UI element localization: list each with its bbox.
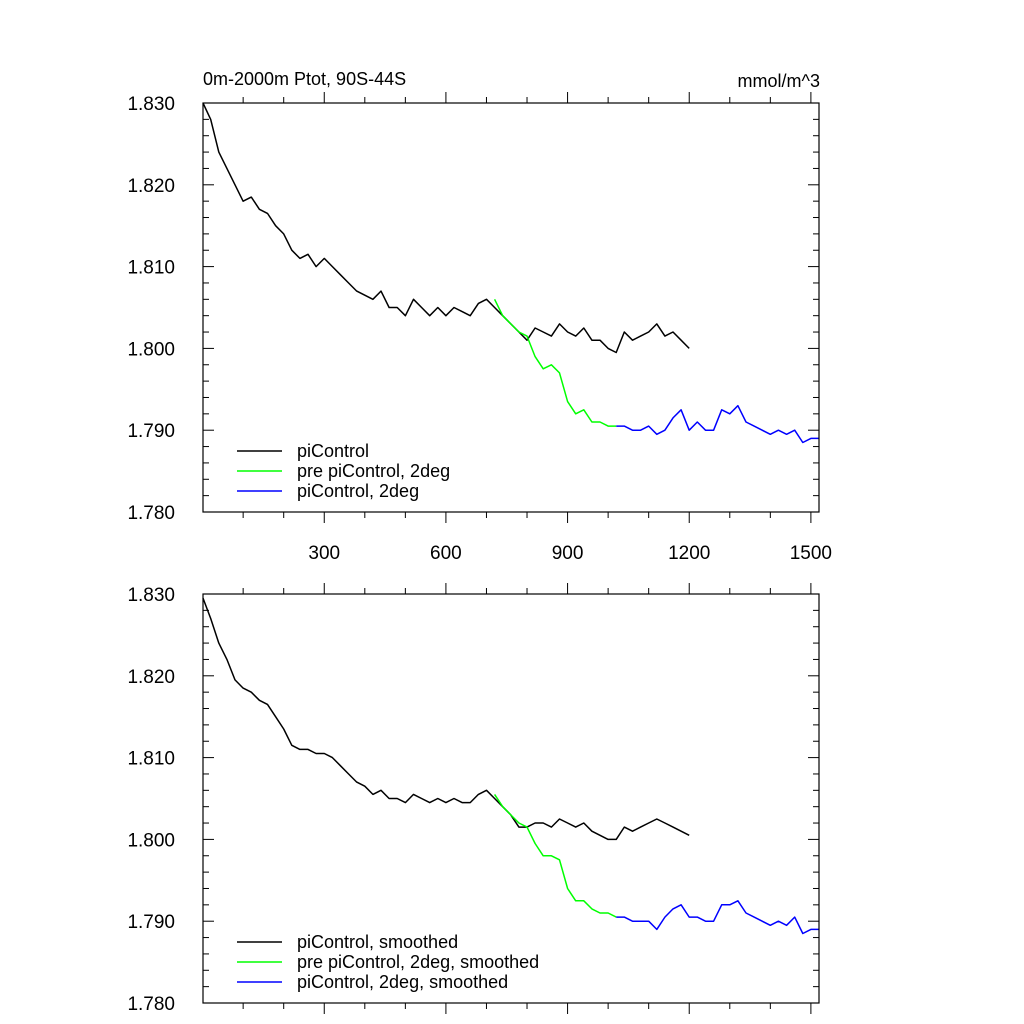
legend-label: pre piControl, 2deg (297, 461, 450, 481)
series-line-1 (493, 298, 617, 427)
y-tick-label: 1.830 (127, 585, 175, 606)
x-tick-label: 1200 (668, 543, 710, 564)
bottom-panel: 1.830 1.820 1.810 1.800 1.790 1.780 piControl… (127, 583, 820, 1015)
series-line-0 (202, 102, 690, 354)
legend-label: piControl, smoothed (297, 932, 458, 952)
y-tick-label: 1.790 (127, 421, 175, 442)
bottom-panel-frame (202, 593, 820, 1004)
x-tick-label: 600 (430, 543, 462, 564)
x-tick-label: 900 (552, 543, 584, 564)
top-panel-title: 0m-2000m Ptot, 90S-44S (203, 69, 406, 89)
bottom-panel-ticks (203, 583, 819, 1014)
top-panel-ticks (203, 92, 819, 523)
top-panel: 0m-2000m Ptot, 90S-44S mmol/m^3 1.8301.8… (127, 69, 832, 564)
series-line-1 (493, 793, 617, 918)
y-tick-label: 1.780 (127, 994, 175, 1015)
y-tick-label: 1.790 (127, 912, 175, 933)
legend-label: pre piControl, 2deg, smoothed (297, 952, 539, 972)
y-tick-label: 1.820 (127, 667, 175, 688)
y-tick-label: 1.780 (127, 503, 175, 524)
top-panel-units: mmol/m^3 (738, 71, 820, 91)
y-tick-label: 1.800 (127, 339, 175, 360)
top-panel-series (202, 102, 819, 444)
y-tick-label: 1.820 (127, 176, 175, 197)
bottom-panel-series (202, 597, 819, 935)
top-panel-tick-labels: 1.830 1.820 1.810 1.800 1.790 1.780 300 600 900 1… (127, 94, 832, 564)
y-tick-label: 1.810 (127, 258, 175, 279)
series-line-0 (202, 597, 690, 841)
x-tick-label: 300 (308, 543, 340, 564)
y-tick-label: 1.810 (127, 749, 175, 770)
bottom-panel-tick-labels: 1.830 1.820 1.810 1.800 1.790 1.780 (127, 585, 175, 1015)
legend-label: piControl, 2deg (297, 481, 419, 501)
y-tick-label: 1.830 (127, 94, 175, 115)
series-line-2 (616, 900, 819, 935)
legend-label: piControl (297, 441, 369, 461)
x-tick-label: 1500 (790, 543, 832, 564)
top-panel-frame (202, 102, 820, 513)
y-tick-label: 1.800 (127, 830, 175, 851)
series-line-2 (616, 404, 819, 444)
legend-label: piControl, 2deg, smoothed (297, 972, 508, 992)
